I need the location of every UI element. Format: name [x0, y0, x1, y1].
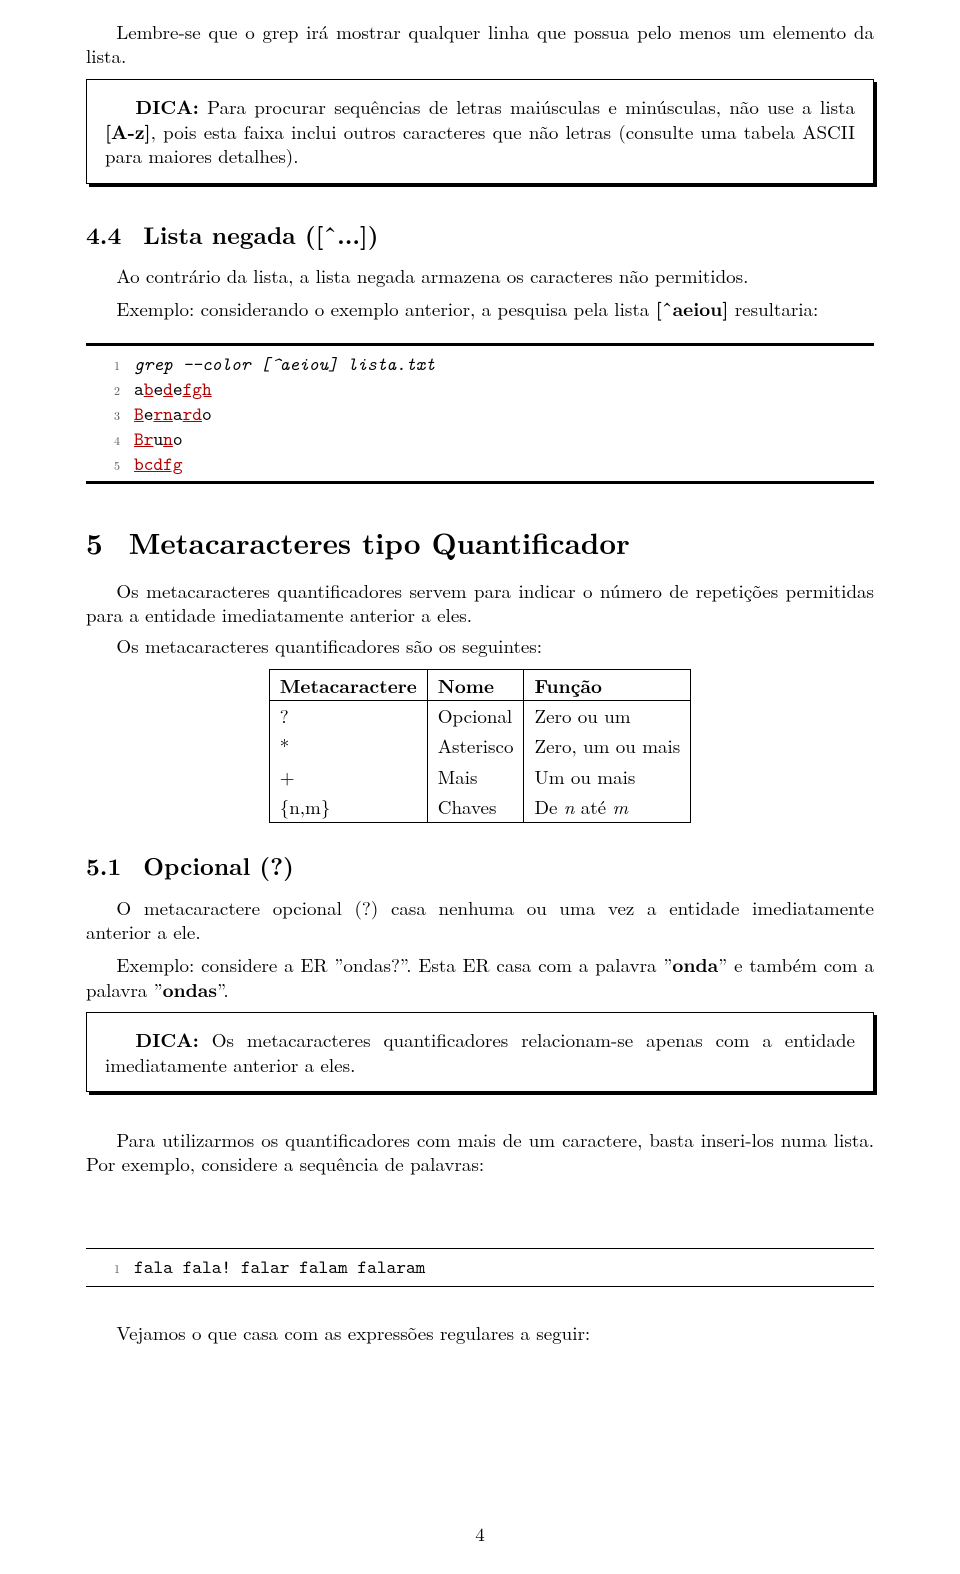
tip-text-b: , pois esta faixa inclui outros caracter…	[105, 118, 855, 169]
heading-num: 5.1	[86, 851, 121, 882]
table-cell: *	[269, 731, 427, 761]
s51-p2: Exemplo: considere a ER ”ondas?”. Esta E…	[86, 952, 874, 1003]
rule-top	[86, 1248, 874, 1249]
page-number: 4	[0, 1522, 960, 1546]
tip-text-a: Para procurar sequências de letras maiús…	[199, 93, 855, 120]
table-header: Nome	[427, 669, 524, 700]
s51-p1: O metacaractere opcional (?) casa nenhum…	[86, 896, 874, 945]
tip-label: DICA:	[135, 1025, 198, 1053]
code-text: abedefgh	[134, 377, 212, 402]
table-cell: Zero, um ou mais	[524, 731, 691, 761]
table-cell: +	[269, 762, 427, 792]
table-header: Função	[524, 669, 691, 700]
rule-bottom	[86, 1286, 874, 1287]
table-cell: ?	[269, 701, 427, 732]
table-cell: Opcional	[427, 701, 524, 732]
heading-5: 5 Metacaracteres tipo Quantificador	[86, 524, 874, 561]
s5-p1: Os metacaracteres quantificadores servem…	[86, 579, 874, 628]
code-block-2: 1 fala fala! falar falam falaram	[86, 1255, 874, 1280]
quantifier-table: MetacaractereNomeFunção?OpcionalZero ou …	[269, 669, 692, 824]
s5-p4: Vejamos o que casa com as expressões reg…	[86, 1321, 874, 1345]
table-cell: Asterisco	[427, 731, 524, 761]
line-number: 1	[86, 1261, 134, 1277]
table-cell: Zero ou um	[524, 701, 691, 732]
table-header: Metacaractere	[269, 669, 427, 700]
code-text: grep --color [^aeiou] lista.txt	[134, 352, 435, 377]
s5-p2: Os metacaracteres quantificadores são os…	[86, 634, 874, 658]
code-text: bcdfg	[134, 452, 183, 477]
tip-box-2: DICA: Os metacaracteres quantificadores …	[86, 1012, 874, 1092]
code-text: Bernardo	[134, 402, 212, 427]
code-text: fala fala! falar falam falaram	[134, 1255, 425, 1280]
code-block-1: 1grep --color [^aeiou] lista.txt2abedefg…	[86, 343, 874, 484]
tip-bold: [A-z]	[105, 117, 151, 145]
line-number: 4	[86, 433, 134, 449]
line-number: 3	[86, 408, 134, 424]
table-cell: Mais	[427, 762, 524, 792]
line-number: 1	[86, 358, 134, 374]
heading-num: 4.4	[86, 220, 121, 251]
table-cell: Chaves	[427, 792, 524, 823]
table-cell: Um ou mais	[524, 762, 691, 792]
tip-text: Os metacaracteres quantificadores relaci…	[105, 1026, 855, 1077]
table-cell: {n,m}	[269, 792, 427, 823]
s44-p1: Ao contrário da lista, a lista negada ar…	[86, 264, 874, 288]
s5-p3: Para utilizarmos os quantificadores com …	[86, 1128, 874, 1177]
heading-num: 5	[86, 524, 103, 561]
line-number: 2	[86, 383, 134, 399]
table-cell: De n até m	[524, 792, 691, 823]
line-number: 5	[86, 458, 134, 474]
tip-label: DICA:	[135, 92, 198, 120]
s44-p2: Exemplo: considerando o exemplo anterior…	[86, 296, 874, 321]
heading-title: Metacaracteres tipo Quantificador	[129, 521, 630, 563]
heading-title: Opcional (?)	[143, 849, 294, 883]
heading-4-4: 4.4 Lista negada ([ˆ...])	[86, 220, 874, 251]
intro-para: Lembre-se que o grep irá mostrar qualque…	[86, 20, 874, 69]
heading-title: Lista negada ([ˆ...])	[143, 218, 378, 252]
code-text: Bruno	[134, 427, 183, 452]
tip-box-1: DICA: Para procurar sequências de letras…	[86, 79, 874, 184]
heading-5-1: 5.1 Opcional (?)	[86, 851, 874, 882]
